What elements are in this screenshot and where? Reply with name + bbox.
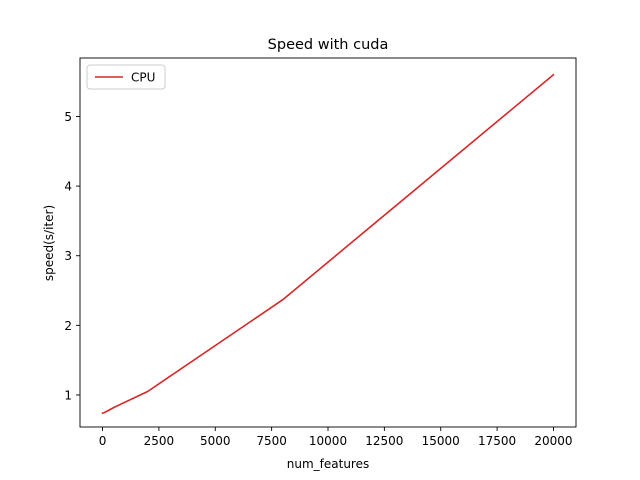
- axes: 0 2500 5000 7500 10000 12500 15000 17500 20000 1 2…: [64, 57, 577, 448]
- x-tick-label: 15000: [422, 434, 460, 448]
- x-tick-label: 20000: [534, 434, 572, 448]
- legend: CPU: [86, 64, 166, 90]
- x-axis-label: num_features: [287, 457, 369, 471]
- x-tick-label: 7500: [256, 434, 287, 448]
- y-tick-label: 1: [64, 388, 72, 402]
- y-tick-label: 2: [64, 319, 72, 333]
- x-tick-label: 10000: [309, 434, 347, 448]
- legend-box: [86, 64, 166, 90]
- legend-label: CPU: [131, 71, 155, 85]
- y-tick-label: 5: [64, 110, 72, 124]
- x-tick-label: 12500: [365, 434, 403, 448]
- plot-area: [101, 73, 555, 415]
- x-tick-label: 17500: [478, 434, 516, 448]
- y-tick-label: 3: [64, 249, 72, 263]
- x-tick-label: 0: [99, 434, 107, 448]
- x-tick-label: 2500: [144, 434, 175, 448]
- y-axis-label: speed(s/iter): [42, 205, 56, 281]
- y-tick-label: 4: [64, 180, 72, 194]
- chart-title: Speed with cuda: [268, 37, 389, 53]
- x-tick-label: 5000: [200, 434, 231, 448]
- series-line-cpu: [101, 73, 555, 415]
